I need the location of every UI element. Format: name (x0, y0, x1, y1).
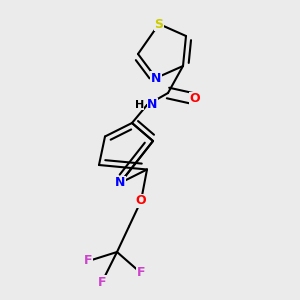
Text: S: S (154, 17, 164, 31)
Text: O: O (190, 92, 200, 106)
Text: F: F (137, 266, 145, 280)
Text: N: N (115, 176, 125, 190)
Text: N: N (151, 71, 161, 85)
Text: N: N (147, 98, 158, 112)
Text: H: H (135, 100, 144, 110)
Text: F: F (84, 254, 93, 268)
Text: O: O (136, 194, 146, 208)
Text: F: F (98, 275, 106, 289)
